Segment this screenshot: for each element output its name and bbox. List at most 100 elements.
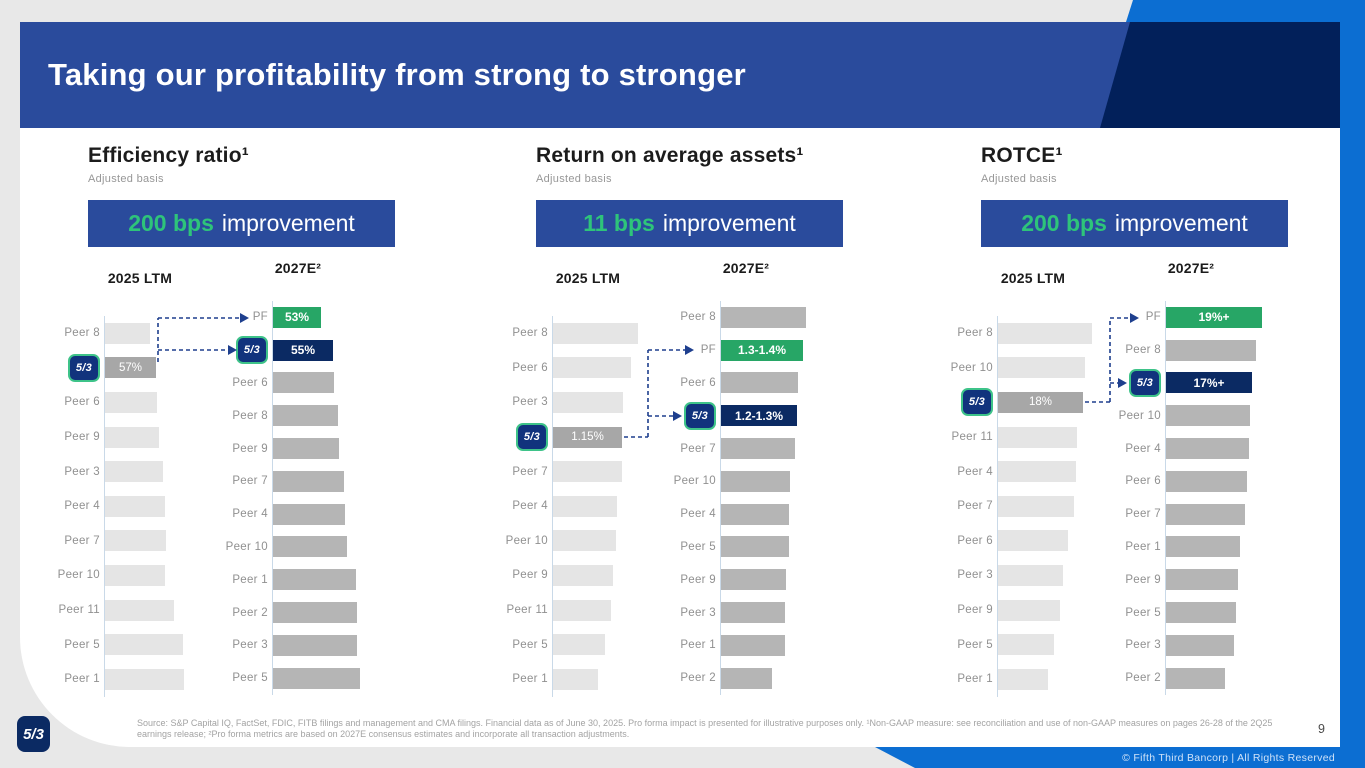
row-label: Peer 9: [64, 431, 100, 444]
chart-row: Peer 3: [488, 385, 663, 420]
chart-row: Peer 8: [488, 316, 663, 351]
bar-peer-2: [273, 602, 357, 624]
row-label: Peer 3: [1125, 639, 1161, 652]
chart-row: 5/3 18%: [933, 385, 1108, 420]
bar-track: [720, 366, 851, 400]
bar-peer-6: [998, 530, 1068, 552]
row-label: Peer 6: [512, 361, 548, 374]
bar-track: [1165, 661, 1296, 695]
row-label: Peer 8: [1125, 344, 1161, 357]
row-label: Peer 11: [58, 604, 100, 617]
bar-track: [997, 523, 1108, 559]
chart-row: Peer 7: [933, 488, 1108, 524]
row-label: Peer 4: [957, 465, 993, 478]
row-label: Peer 8: [680, 311, 716, 324]
bar-peer-11: [105, 599, 174, 621]
chart-row: Peer 1: [933, 661, 1108, 697]
bar-peer-8: [998, 322, 1092, 344]
row-label: Peer 5: [64, 638, 100, 651]
copyright-bar: © Fifth Third Bancorp | All Rights Reser…: [875, 747, 1365, 768]
chart-row: 5/3 55%: [198, 333, 403, 367]
chart-row: Peer 6: [40, 385, 215, 420]
row-label-logo: 5/3: [1091, 368, 1161, 397]
bar-peer-1: [721, 634, 785, 656]
chart-row: PF 19%+: [1091, 301, 1296, 334]
row-label: Peer 4: [64, 500, 100, 513]
chart-row: Peer 6: [198, 366, 403, 400]
chart-row: Peer 6: [488, 350, 663, 386]
chart-row: Peer 9: [1091, 563, 1296, 597]
bar-track: [1165, 333, 1296, 367]
chart-row: Peer 10: [488, 523, 663, 559]
footer-source-text: Source: S&P Capital IQ, FactSet, FDIC, F…: [137, 718, 1273, 739]
bar-chart-column-2025: Peer 8 5/3 57% Peer 6 Peer 9 Peer 3 Peer 4 Peer…: [40, 316, 215, 697]
chart-row: Peer 5: [1091, 596, 1296, 629]
row-label: Peer 5: [512, 638, 548, 651]
bar-track: [997, 488, 1108, 524]
chart-row: Peer 6: [646, 366, 851, 400]
bar-peer-7: [273, 470, 344, 492]
right-blue-band: [1338, 0, 1365, 768]
bar-chart-column-2025: Peer 8 Peer 10 5/3 18% Peer 11 Peer 4 Peer 7 Pe…: [933, 316, 1108, 697]
chart-row: Peer 9: [40, 419, 215, 455]
column-header-2025: 2025 LTM: [1000, 270, 1066, 286]
fifth-third-logo: 5/3: [17, 716, 50, 752]
fifth-third-logo-badge: 5/3: [961, 388, 993, 417]
bar-pf: 19%+: [1166, 306, 1262, 328]
row-label: Peer 3: [957, 569, 993, 582]
bar-peer-2: [1166, 667, 1225, 689]
bar-peer-7: [721, 438, 795, 460]
row-label: Peer 10: [1118, 409, 1161, 422]
chart-row: Peer 4: [1091, 432, 1296, 465]
row-label: PF: [1145, 311, 1161, 324]
row-label: PF: [700, 344, 716, 357]
bar-track: [1165, 399, 1296, 433]
bar-track: [1165, 432, 1296, 465]
bar-peer-8: [1166, 339, 1256, 361]
row-label: Peer 1: [512, 673, 548, 686]
bar-track: 18%: [997, 385, 1108, 420]
row-label: Peer 6: [232, 376, 268, 389]
bar-peer-6: [105, 391, 157, 413]
bar-peer-8: [273, 405, 338, 427]
top-right-blue-strip: [1126, 0, 1342, 22]
chart-row: 5/3 57%: [40, 350, 215, 386]
chart-row: PF 53%: [198, 301, 403, 334]
banner-text: improvement: [1114, 210, 1248, 236]
bar-track: [104, 661, 215, 697]
bar-track: [997, 419, 1108, 455]
bar-peer-7: [105, 530, 166, 552]
bar-track: [272, 596, 403, 629]
chart-row: 5/3 1.2-1.3%: [646, 399, 851, 433]
bar-peer-10: [721, 470, 790, 492]
bar-track: [997, 350, 1108, 386]
row-label: Peer 7: [232, 475, 268, 488]
bar-peer-1: [105, 668, 184, 690]
bar-peer-5: [1166, 602, 1236, 624]
section-title: ROTCE¹: [981, 144, 1063, 167]
bar-track: [1165, 628, 1296, 662]
row-label: Peer 8: [232, 409, 268, 422]
chart-row: Peer 5: [198, 661, 403, 695]
bar-track: [1165, 497, 1296, 531]
bar-peer-3: [105, 461, 163, 483]
chart-row: Peer 3: [40, 454, 215, 489]
row-label: Peer 8: [957, 327, 993, 340]
section-subtitle: Adjusted basis: [88, 173, 164, 185]
bar-5-3: 55%: [273, 339, 333, 361]
row-label: Peer 5: [1125, 606, 1161, 619]
bar-peer-4: [998, 461, 1076, 483]
section-rotce: ROTCE¹ Adjusted basis 200 bps improvemen…: [933, 140, 1301, 715]
row-label: Peer 4: [232, 508, 268, 521]
row-label: Peer 7: [680, 442, 716, 455]
slide-title: Taking our profitability from strong to …: [48, 57, 746, 92]
navy-accent-shape: [1100, 22, 1340, 128]
bar-track: [272, 432, 403, 465]
bar-track: [552, 316, 663, 351]
chart-row: Peer 11: [40, 592, 215, 628]
row-label: Peer 9: [1125, 573, 1161, 586]
row-label-logo: 5/3: [646, 401, 716, 430]
bar-track: [104, 558, 215, 593]
bar-track: [272, 366, 403, 400]
